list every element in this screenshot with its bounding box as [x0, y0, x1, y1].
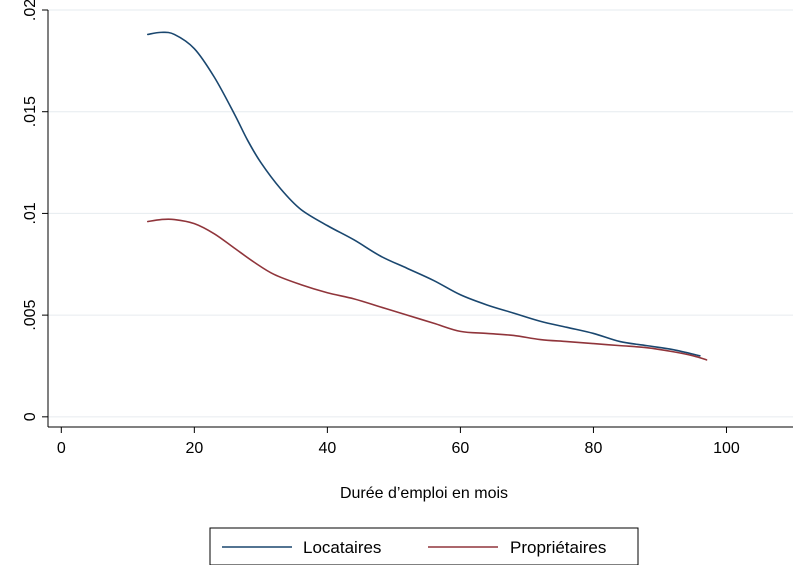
- x-tick-label: 80: [585, 440, 603, 457]
- x-tick-label: 100: [713, 440, 740, 457]
- legend: Locataires Propriétaires: [209, 527, 639, 565]
- y-tick-label: .01: [22, 202, 39, 224]
- x-tick-label: 40: [318, 440, 336, 457]
- y-ticks: 0 .005 .01 .015 .02: [22, 0, 48, 421]
- grid-lines: [48, 9, 793, 418]
- x-tick-label: 20: [185, 440, 203, 457]
- y-tick-label: .005: [22, 299, 39, 330]
- x-ticks: 0 20 40 60 80 100: [57, 427, 740, 457]
- legend-label-proprietaires: Propriétaires: [510, 538, 606, 557]
- x-tick-label: 0: [57, 440, 66, 457]
- x-axis-title: Durée d’emploi en mois: [340, 485, 508, 502]
- y-tick-label: .02: [22, 0, 39, 21]
- y-tick-label: 0: [22, 412, 39, 421]
- legend-label-locataires: Locataires: [303, 538, 381, 557]
- y-tick-label: .015: [22, 96, 39, 127]
- series-line-locataires: [146, 31, 701, 357]
- x-tick-label: 60: [452, 440, 470, 457]
- series-line-proprietaires: [146, 218, 708, 361]
- axes: [47, 10, 793, 428]
- series-lines: [146, 31, 708, 361]
